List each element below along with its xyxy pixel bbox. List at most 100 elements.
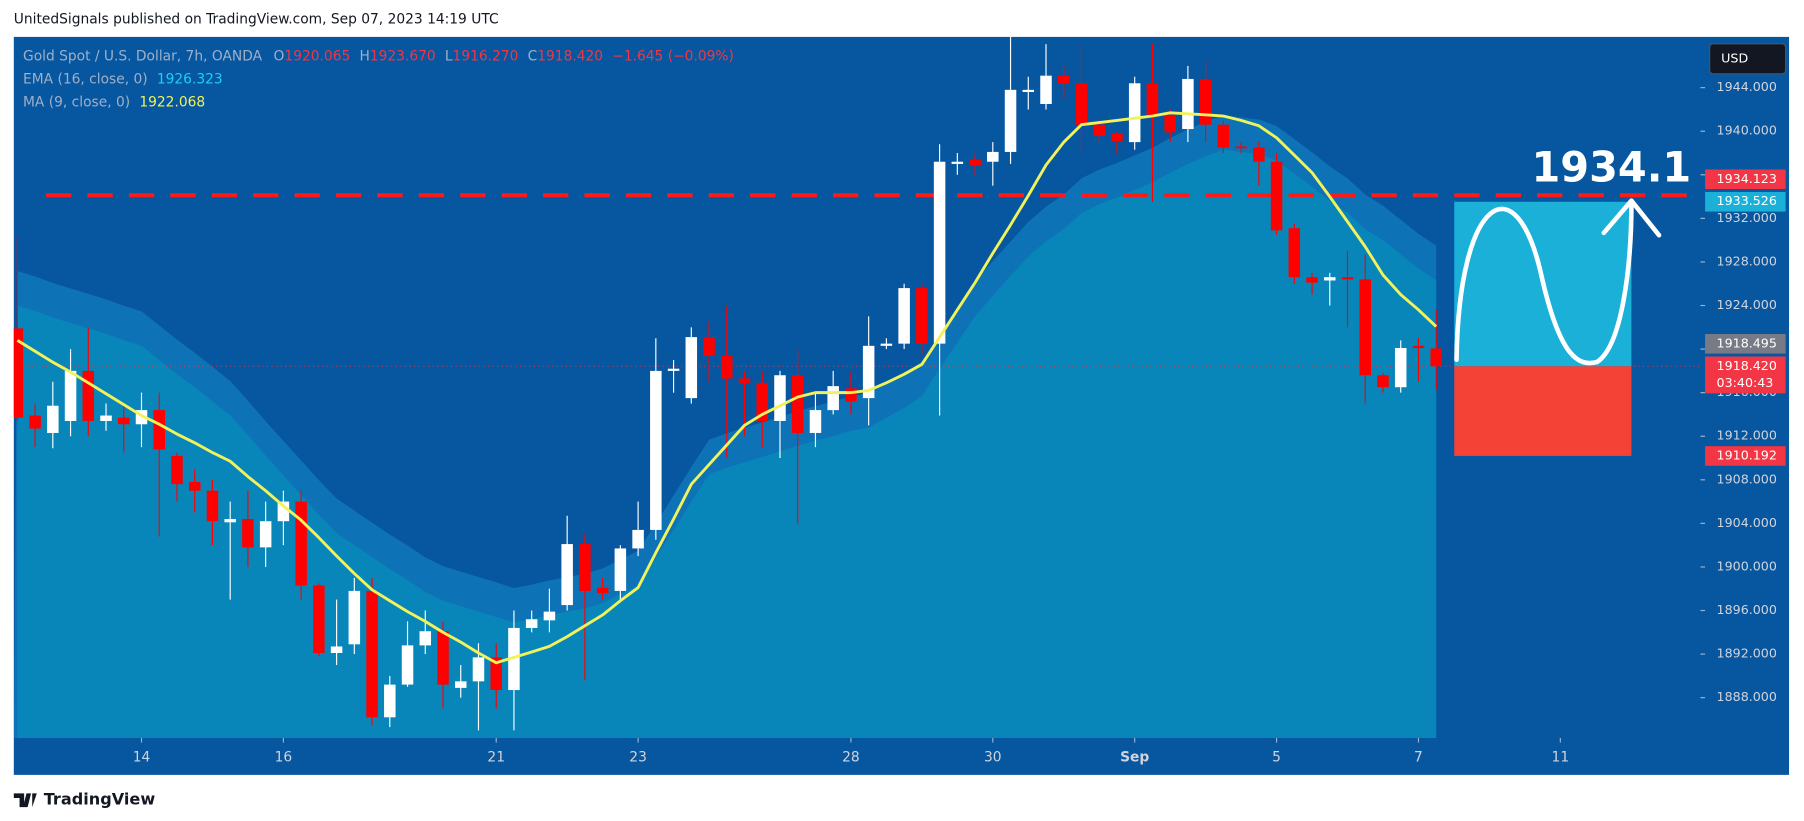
candle-body [82, 370, 95, 421]
candle-body [1075, 83, 1088, 125]
candle-body [898, 288, 910, 344]
y-tick-label: 1892.000 [1717, 646, 1777, 661]
price-tag [1705, 334, 1786, 354]
currency-box [1709, 43, 1787, 75]
candle-body [1306, 277, 1318, 283]
candle-body [242, 519, 254, 548]
candle-body [330, 646, 343, 654]
x-tick-label: 21 [487, 750, 505, 766]
candle-body [1199, 78, 1212, 125]
candle-body [259, 521, 272, 548]
y-tick-label: 1908.000 [1717, 471, 1777, 486]
y-tick-label: 1912.000 [1717, 428, 1777, 443]
candle-body [206, 490, 219, 522]
candle-body [685, 337, 698, 399]
ohlc-value: 1918.420 [537, 48, 603, 64]
indicator-value: 1926.323 [157, 72, 223, 88]
candle-body [508, 627, 520, 691]
indicator-legend: EMA (16, close, 0) 1926.323 [23, 72, 223, 88]
ohlc-value: 1923.670 [370, 48, 436, 64]
change-label: −1.645 (−0.09%) [612, 48, 734, 64]
candle-body [650, 370, 662, 530]
candle-body [419, 631, 432, 646]
candle-body [614, 548, 627, 591]
brand: TradingView [13, 790, 155, 809]
candle-body [277, 501, 290, 522]
y-tick-label: 1944.000 [1717, 79, 1777, 94]
y-tick-label: 1932.000 [1717, 210, 1777, 225]
price-tag-label: 1934.123 [1717, 171, 1777, 186]
candle-body [809, 410, 822, 433]
candle-body [224, 519, 236, 523]
axes: 1888.000 1892.000 1896.000 1900.000 1904.000… [133, 43, 1787, 766]
price-tag [1705, 169, 1786, 190]
candle-body [916, 288, 928, 344]
candle-body [1111, 133, 1123, 142]
candle-body [596, 587, 609, 594]
candle-body [366, 590, 378, 718]
indicator-name: EMA (16, close, 0) [23, 72, 148, 88]
plot-area [13, 36, 1701, 738]
candle-body [543, 611, 556, 621]
ohlc-key: H [359, 48, 369, 64]
candle-body [1359, 279, 1372, 376]
candle-body [1394, 348, 1407, 388]
price-tag-label: 1918.420 [1717, 358, 1777, 373]
candle-body [295, 501, 307, 586]
x-tick-label: 5 [1272, 750, 1281, 766]
candle-body [1324, 277, 1336, 281]
y-tick-label: 1900.000 [1717, 558, 1777, 573]
publisher-line: UnitedSignals published on TradingView.c… [14, 12, 499, 28]
loss-zone [1454, 366, 1632, 456]
overlay: 1934.1 Gold Spot / U.S. Dollar, 7h, OANDA… [23, 48, 1691, 456]
target-annotation: 1934.1 [1531, 144, 1691, 192]
candle-body [525, 619, 538, 628]
y-tick-label: 1924.000 [1717, 297, 1777, 312]
y-tick-label: 1928.000 [1717, 253, 1777, 268]
ohlc-value: 1916.270 [453, 48, 519, 64]
y-tick-label: 1940.000 [1717, 123, 1777, 138]
candle-body [64, 370, 77, 421]
candle-body [437, 631, 449, 685]
candle-body [933, 161, 946, 344]
candle-body [1253, 147, 1265, 162]
candle-body [1164, 114, 1176, 133]
candle-body [118, 417, 130, 425]
candle-body [384, 684, 396, 718]
candle-body [880, 343, 893, 346]
candle-body [1412, 345, 1425, 349]
x-tick-label: 16 [275, 750, 293, 766]
candle-body [135, 410, 148, 425]
candle-body [1377, 375, 1389, 388]
candle-body [348, 590, 361, 645]
candle-body [1004, 89, 1017, 152]
candle-body [13, 328, 24, 418]
candle-body [171, 455, 183, 485]
candle-body [1430, 348, 1442, 367]
candle-body [47, 405, 59, 433]
projection-arrow [1601, 198, 1662, 238]
ohlc-key: L [445, 48, 453, 64]
x-tick-label: 28 [842, 750, 860, 766]
candle-body [756, 382, 768, 421]
legend-line: Gold Spot / U.S. Dollar, 7h, OANDA O1920.… [23, 48, 734, 64]
candle-body [100, 415, 112, 421]
x-tick-label: 14 [133, 750, 151, 766]
price-tag-label: 1933.526 [1717, 193, 1777, 208]
candle-body [738, 378, 751, 383]
candle-body [29, 415, 41, 429]
candle-body [774, 375, 786, 421]
price-tag-label: 1918.495 [1717, 335, 1777, 350]
price-countdown: 03:40:43 [1717, 375, 1774, 390]
candle-body [401, 645, 414, 685]
x-tick-label: 11 [1552, 750, 1570, 766]
candle-body [862, 345, 875, 399]
x-tick-label: Sep [1120, 750, 1149, 766]
candle-body [1217, 124, 1230, 148]
symbol-title: Gold Spot / U.S. Dollar, 7h, OANDA [23, 48, 263, 64]
candle-body [1288, 228, 1301, 278]
ohlc-value: 1920.065 [284, 48, 350, 64]
y-tick-label: 1896.000 [1717, 602, 1777, 617]
candle-body [490, 657, 502, 691]
